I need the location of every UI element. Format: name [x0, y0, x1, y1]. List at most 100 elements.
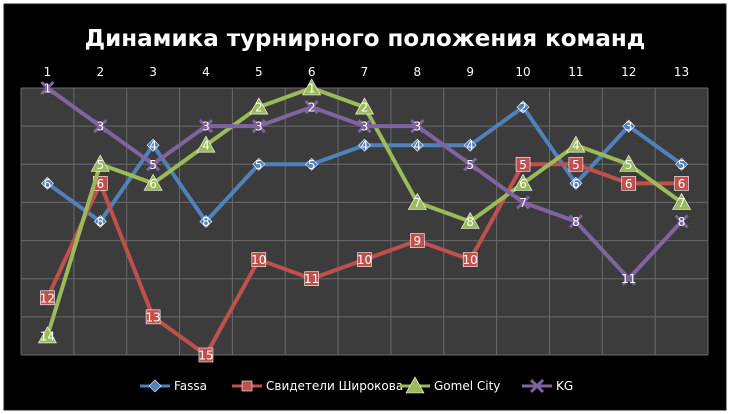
diamond-marker — [148, 379, 162, 393]
data-label: 12 — [40, 291, 55, 305]
data-label: 3 — [255, 120, 263, 134]
legend: Fassa Свидетели Широкова Gomel City KG — [140, 376, 573, 394]
data-label: 6 — [149, 177, 157, 191]
data-label: 15 — [198, 349, 213, 363]
x-marker — [410, 119, 425, 134]
diamond-marker — [40, 176, 54, 190]
square-marker — [568, 156, 584, 172]
data-label: 2 — [308, 101, 316, 115]
round-label: 12 — [621, 65, 636, 79]
legend-label: Свидетели Широкова — [266, 379, 403, 393]
data-label: 5 — [519, 158, 527, 172]
data-label: 1 — [44, 82, 52, 96]
square-marker — [357, 252, 372, 267]
triangle-marker — [619, 154, 639, 172]
data-label: 3 — [361, 120, 369, 134]
data-label: 5 — [572, 158, 580, 172]
square-marker — [145, 309, 161, 325]
square-marker — [410, 233, 425, 248]
data-label: 8 — [678, 215, 686, 229]
series-0: 6 8 4 8 5 5 4 4 4 2 6 3 5 — [40, 101, 689, 229]
x-marker — [357, 119, 372, 134]
data-label: 4 — [202, 139, 210, 153]
data-label: 8 — [572, 215, 580, 229]
round-label: 5 — [255, 65, 263, 79]
data-label: 5 — [308, 158, 316, 172]
triangle-marker — [90, 154, 110, 172]
diamond-marker — [622, 119, 636, 133]
data-label: 5 — [678, 158, 686, 172]
data-label: 6 — [44, 177, 52, 191]
data-label: 6 — [96, 177, 104, 191]
x-marker — [674, 214, 689, 229]
data-label: 3 — [202, 120, 210, 134]
x-marker — [463, 157, 478, 172]
data-label: 5 — [625, 158, 633, 172]
diamond-marker — [569, 176, 583, 190]
x-marker — [621, 271, 636, 286]
data-label: 4 — [466, 139, 474, 153]
data-label: 4 — [361, 139, 369, 153]
data-label: 4 — [414, 139, 422, 153]
triangle-marker — [302, 78, 322, 96]
data-label: 6 — [678, 177, 686, 191]
round-label: 4 — [202, 65, 210, 79]
triangle-marker — [196, 135, 216, 153]
x-marker — [251, 119, 266, 134]
square-marker — [304, 271, 319, 287]
data-label: 8 — [96, 215, 104, 229]
triangle-marker — [143, 173, 163, 191]
triangle-marker — [513, 173, 533, 191]
legend-item: Свидетели Широкова — [232, 379, 403, 393]
data-label: 8 — [202, 215, 210, 229]
round-label: 2 — [96, 65, 104, 79]
x-axis-labels: 1 2 3 4 5 6 7 8 9 10 11 12 13 — [44, 65, 690, 79]
round-label: 8 — [414, 65, 422, 79]
x-marker — [568, 214, 583, 229]
diamond-marker — [305, 157, 319, 171]
round-label: 9 — [466, 65, 474, 79]
diamond-marker — [199, 215, 213, 228]
triangle-marker — [672, 192, 692, 210]
round-label: 3 — [149, 65, 157, 79]
data-label: 11 — [621, 272, 636, 286]
square-marker — [621, 176, 637, 191]
diamond-marker — [675, 157, 689, 171]
diamond-marker — [252, 157, 266, 171]
data-label: 5 — [96, 158, 104, 172]
legend-item: Gomel City — [400, 376, 500, 394]
data-label: 7 — [414, 196, 422, 210]
diamond-marker — [463, 138, 477, 152]
square-marker — [198, 347, 214, 363]
round-label: 6 — [308, 65, 316, 79]
legend-label: KG — [556, 379, 573, 393]
data-label: 13 — [145, 310, 160, 324]
square-marker — [40, 290, 55, 306]
plot-area — [21, 88, 708, 355]
data-label: 11 — [304, 272, 319, 286]
round-label: 1 — [44, 65, 52, 79]
round-label: 7 — [361, 65, 369, 79]
triangle-marker — [566, 135, 586, 153]
data-label: 9 — [414, 234, 422, 248]
square-marker — [674, 176, 689, 191]
data-label: 3 — [96, 120, 104, 134]
data-label: 8 — [466, 215, 474, 229]
triangle-marker — [354, 97, 375, 115]
legend-label: Fassa — [174, 379, 207, 393]
triangle-marker — [460, 211, 480, 229]
data-label: 3 — [414, 120, 422, 134]
legend-label: Gomel City — [434, 379, 500, 393]
diamond-marker — [410, 138, 424, 152]
series-3: 1 3 5 3 3 2 3 3 5 7 8 11 8 — [40, 80, 689, 286]
x-marker — [40, 80, 55, 96]
square-marker — [251, 252, 267, 267]
square-marker — [515, 156, 531, 172]
triangle-marker — [407, 192, 427, 210]
round-label: 10 — [515, 65, 530, 79]
data-label: 7 — [678, 196, 686, 210]
round-label: 13 — [674, 65, 689, 79]
x-marker — [304, 100, 319, 115]
data-label: 1 — [308, 82, 316, 96]
